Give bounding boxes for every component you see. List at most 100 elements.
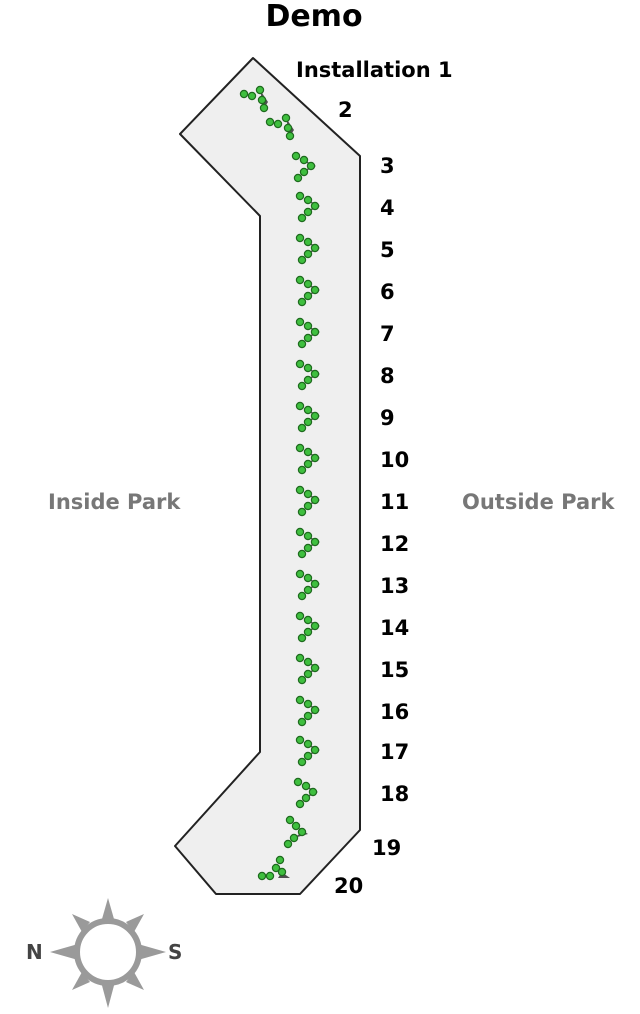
installation-dot: [297, 549, 307, 559]
installation-dot: [277, 867, 287, 877]
installation-number: 4: [380, 196, 395, 220]
installation-dot: [303, 543, 313, 553]
installation-dot-group: [295, 401, 320, 433]
installation-dot: [297, 255, 307, 265]
installation-number: 5: [380, 238, 395, 262]
installation-dot-group: [295, 653, 320, 685]
installation-dot: [283, 123, 293, 133]
installation-dot: [297, 213, 307, 223]
compass-point-left: [50, 944, 78, 960]
installation-dot-group: [295, 317, 320, 349]
installation-dot: [295, 569, 305, 579]
installation-dot: [310, 537, 320, 547]
installation-number: 8: [380, 364, 395, 388]
installation-dot: [303, 751, 313, 761]
installation-dot: [303, 333, 313, 343]
installation-dot: [289, 833, 299, 843]
installation-dot: [297, 423, 307, 433]
installation-dot: [310, 579, 320, 589]
installation-dot: [299, 155, 309, 165]
installation-dot: [301, 793, 311, 803]
installation-dot: [310, 705, 320, 715]
installation-dot: [301, 781, 311, 791]
installation-dot: [295, 695, 305, 705]
installation-dot: [275, 855, 285, 865]
installation-dot: [303, 459, 313, 469]
installation-number: 16: [380, 700, 410, 724]
installation-dot: [273, 119, 283, 129]
installation-dot: [310, 201, 320, 211]
installation-dot: [303, 501, 313, 511]
installation-dot-group: [295, 275, 320, 307]
installation-dot: [285, 815, 295, 825]
installation-dot: [303, 739, 313, 749]
installation-number: 9: [380, 406, 395, 430]
compass-south-label: S: [168, 940, 183, 964]
installation-dot: [303, 699, 313, 709]
installation-dot: [295, 653, 305, 663]
installation-dot-group: [265, 113, 295, 141]
installation-dot: [303, 489, 313, 499]
installation-dot: [265, 871, 275, 881]
installation-dot: [295, 233, 305, 243]
installation-dot: [297, 339, 307, 349]
installation-number: 3: [380, 154, 395, 178]
installation-dot-group: [295, 735, 320, 767]
installation-dot-group: [295, 359, 320, 391]
installation-number: 15: [380, 658, 410, 682]
installation-dot-group: [295, 695, 320, 727]
compass-ring: [74, 918, 142, 986]
installation-number: 20: [334, 874, 364, 898]
installation-dot: [295, 275, 305, 285]
installation-dot: [293, 173, 303, 183]
installation-dot: [257, 871, 267, 881]
installation-dot: [293, 777, 303, 787]
installation-dot: [303, 279, 313, 289]
installation-dot-group: [295, 233, 320, 265]
installation-dot: [303, 585, 313, 595]
installation-dot: [281, 113, 291, 123]
installation-dot: [303, 291, 313, 301]
installation-number: 14: [380, 616, 410, 640]
installation-number: 19: [372, 836, 402, 860]
installation-dot: [310, 745, 320, 755]
installation-dot-group: [295, 485, 320, 517]
installation-number: 17: [380, 740, 410, 764]
installation-dot: [297, 381, 307, 391]
installation-dot: [303, 249, 313, 259]
installation-dot: [310, 621, 320, 631]
installation-dot: [310, 663, 320, 673]
installation-dot: [265, 117, 275, 127]
page-title: Demo: [265, 0, 363, 34]
installation-dot: [295, 485, 305, 495]
installation-dot: [297, 465, 307, 475]
installation-dot: [303, 447, 313, 457]
installation-number: 2: [338, 98, 353, 122]
installation-dot: [303, 195, 313, 205]
installation-dot-group: [295, 443, 320, 475]
installation-dot: [310, 495, 320, 505]
installation-dot: [303, 657, 313, 667]
installation-dot-groups: [239, 85, 320, 881]
inside-park-label: Inside Park: [48, 490, 181, 514]
installation-dot: [297, 297, 307, 307]
installation-dot: [297, 757, 307, 767]
installation-dot: [303, 321, 313, 331]
compass: N S: [20, 890, 200, 1010]
installation-dot-group: [293, 777, 318, 809]
installation-dot: [303, 615, 313, 625]
installation-dot: [299, 167, 309, 177]
installation-dot: [303, 237, 313, 247]
compass-north-label: N: [26, 940, 43, 964]
installation-number: 11: [380, 490, 410, 514]
installation-dot: [303, 405, 313, 415]
installation-dot: [259, 103, 269, 113]
installation-dot: [247, 91, 257, 101]
compass-icon: [50, 898, 166, 1008]
installation-dot: [295, 359, 305, 369]
installation-dot: [285, 131, 295, 141]
installation-number: Installation 1: [296, 58, 453, 82]
installation-dot: [295, 317, 305, 327]
installation-dot: [310, 285, 320, 295]
